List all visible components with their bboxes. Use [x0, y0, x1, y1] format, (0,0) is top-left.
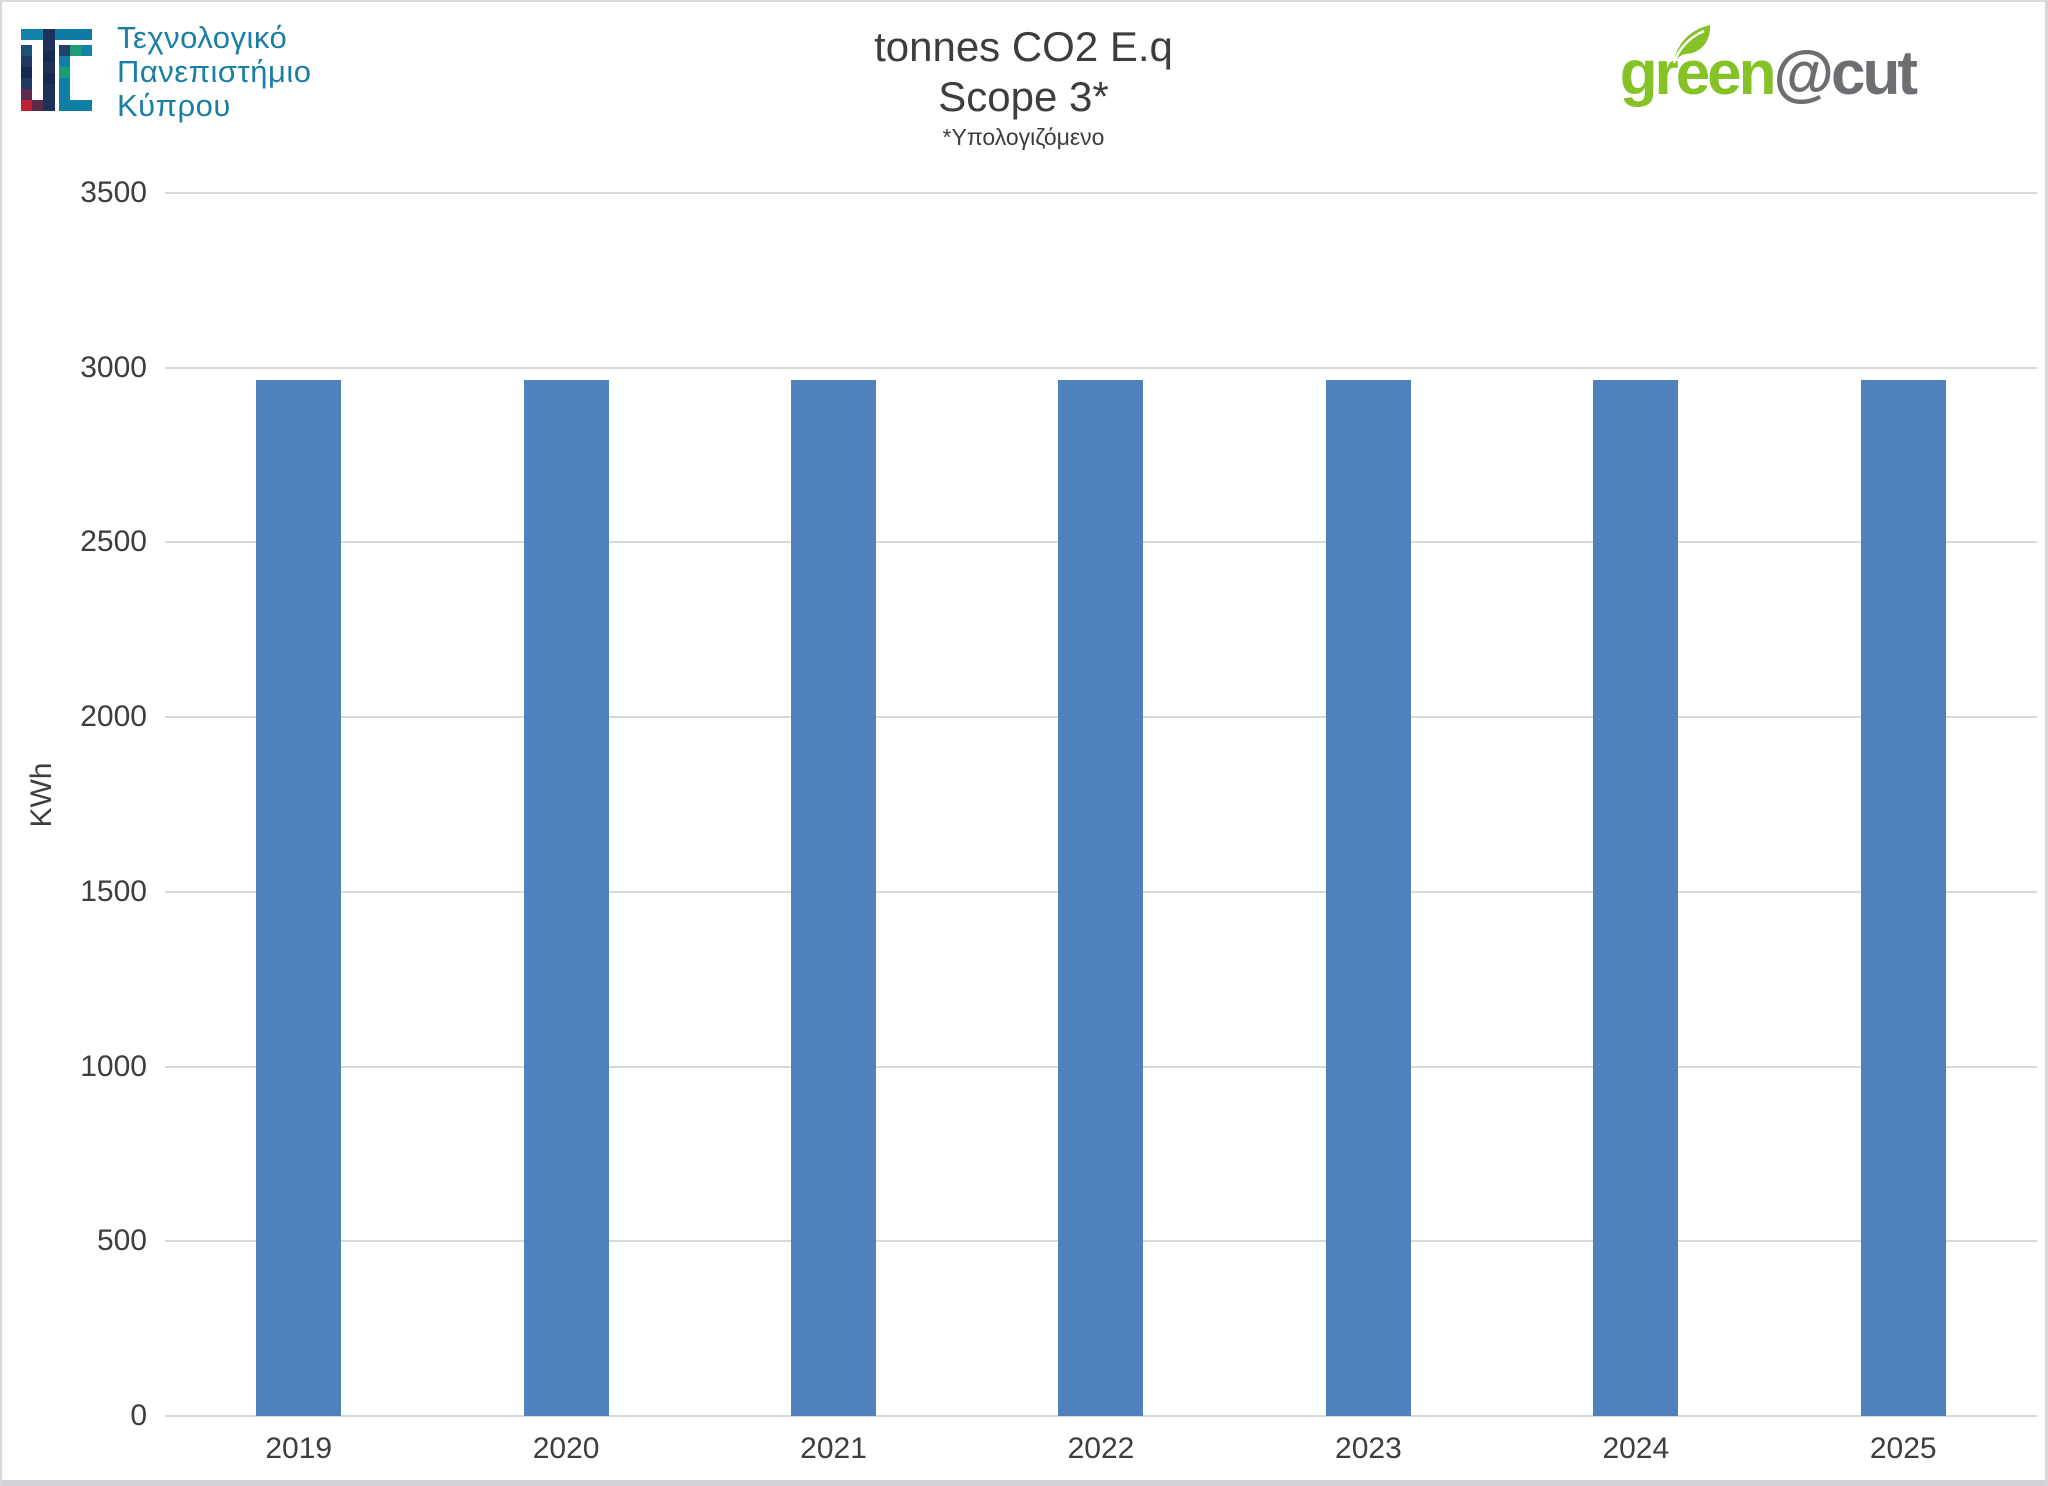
bar-2023: [1325, 379, 1411, 1416]
bar-2022: [1058, 379, 1144, 1416]
university-logo-icon: [21, 29, 92, 111]
university-name-line2: Πανεπιστήμιο: [117, 54, 312, 89]
bar-band-2020: [432, 193, 699, 1416]
chart-footnote: *Υπολογιζόμενο: [942, 124, 1105, 150]
bars-group: [165, 193, 2037, 1416]
gridline-3000: [165, 366, 2037, 369]
leaf-icon: [1672, 25, 1710, 64]
bar-band-2022: [967, 193, 1234, 1416]
x-tick-label-2019: 2019: [265, 1432, 333, 1465]
x-tick-label-2020: 2020: [532, 1432, 600, 1465]
x-tick-label-2024: 2024: [1602, 1432, 1670, 1465]
bar-2021: [791, 379, 877, 1416]
title-block: tonnes CO2 E.q Scope 3* *Υπολογιζόμενο: [2, 22, 2045, 152]
plot-area: [165, 192, 2037, 1417]
bar-2020: [523, 379, 609, 1416]
bar-band-2024: [1502, 193, 1769, 1416]
brand-green-text: green: [1619, 39, 1777, 108]
university-name-line1: Τεχνολογικό: [117, 20, 288, 55]
x-tick-label-2025: 2025: [1869, 1432, 1937, 1465]
y-tick-label-1500: 1500: [80, 874, 147, 908]
university-name-line3: Κύπρου: [117, 88, 231, 123]
bar-band-2019: [165, 193, 432, 1416]
university-name: Τεχνολογικό Πανεπιστήμιο Κύπρου: [117, 21, 312, 123]
x-axis-labels: 2019 2020 2021 2022 2023 2024 2025: [165, 1430, 2037, 1468]
bar-2019: [256, 379, 342, 1416]
y-tick-label-0: 0: [130, 1399, 147, 1432]
y-tick-label-2000: 2000: [80, 700, 147, 734]
x-tick-label-2023: 2023: [1335, 1432, 1402, 1465]
chart-title: tonnes CO2 E.q: [874, 23, 1173, 70]
bar-2024: [1593, 379, 1679, 1416]
chart-subtitle: Scope 3*: [938, 73, 1109, 120]
gridline-0: [165, 1415, 2037, 1417]
bar-2025: [1860, 379, 1946, 1416]
brand-gray-text: @cut: [1773, 39, 1918, 108]
y-tick-label-500: 500: [96, 1224, 147, 1258]
y-axis-title: KWh: [25, 762, 58, 828]
gridline-3500: [165, 192, 2037, 194]
y-tick-label-1000: 1000: [80, 1049, 147, 1083]
greencut-logo: green@cut: [1619, 25, 1918, 109]
bar-band-2025: [1770, 193, 2037, 1416]
y-tick-label-2500: 2500: [80, 525, 147, 559]
x-tick-label-2021: 2021: [800, 1432, 867, 1465]
y-tick-label-3500: 3500: [80, 176, 147, 209]
x-tick-label-2022: 2022: [1067, 1432, 1135, 1465]
y-tick-label-3000: 3000: [80, 350, 147, 384]
bar-band-2021: [700, 193, 967, 1416]
bar-band-2023: [1235, 193, 1502, 1416]
